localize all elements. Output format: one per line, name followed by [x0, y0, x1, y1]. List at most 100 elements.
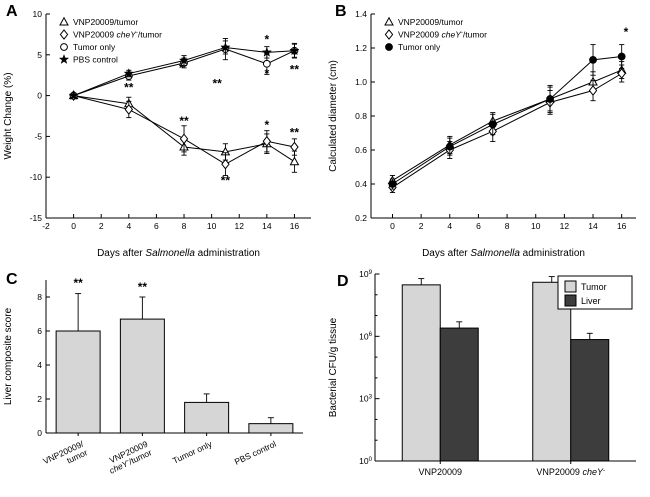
legend: Tumor Liver: [557, 275, 633, 310]
x-ticks: -2 0 2 4 6 8 10 12 14 16: [42, 214, 299, 231]
svg-text:**: **: [179, 114, 189, 128]
svg-text:Calculated diameter (cm): Calculated diameter (cm): [328, 60, 339, 172]
svg-text:**: **: [124, 81, 134, 95]
y-ticks: 0 2 4 6 8: [37, 292, 50, 438]
svg-text:10: 10: [531, 221, 541, 231]
svg-text:6: 6: [154, 221, 159, 231]
svg-text:0: 0: [37, 91, 42, 101]
svg-text:0.6: 0.6: [355, 145, 367, 155]
liver-score-bar-chart: 0 2 4 6 8 Liver composite score VNP20009/tumor…: [3, 276, 303, 476]
series-tumor-only: [388, 44, 626, 190]
legend: VNP20009/tumor VNP20009 cheY-/tumor Tumor …: [58, 16, 162, 65]
svg-text:14: 14: [262, 221, 272, 231]
svg-text:Tumor: Tumor: [581, 282, 607, 292]
y-ticks: -15 -10 -5 0 5 10: [30, 9, 50, 223]
panel-b: B 0 2 4 6 8 10 12 14 16 0.2 0.4 0.6 0.8 1.0 1.2 1.4 Days…: [325, 0, 650, 262]
svg-text:VNP20009: VNP20009: [418, 467, 462, 477]
svg-text:**: **: [138, 280, 148, 294]
svg-text:16: 16: [617, 221, 627, 231]
svg-text:VNP20009 cheY-/tumor: VNP20009 cheY-/tumor: [73, 29, 162, 39]
svg-text:4: 4: [37, 360, 42, 370]
svg-text:Liver: Liver: [581, 296, 601, 306]
panel-a: A -2 0 2 4 6 8 10 12 14 16 -15 -10 -5 0 5 10 Days after …: [0, 0, 325, 262]
svg-text:6: 6: [476, 221, 481, 231]
svg-text:VNP20009 cheY-: VNP20009 cheY-: [536, 467, 605, 477]
tumor-diameter-line-chart: 0 2 4 6 8 10 12 14 16 0.2 0.4 0.6 0.8 1.0 1.2 1.4 Days a…: [328, 9, 636, 259]
svg-text:0: 0: [390, 221, 395, 231]
svg-text:8: 8: [37, 292, 42, 302]
svg-text:Weight Change (%): Weight Change (%): [3, 72, 14, 159]
svg-text:14: 14: [588, 221, 598, 231]
svg-text:12: 12: [234, 221, 244, 231]
svg-text:-5: -5: [34, 131, 42, 141]
svg-text:6: 6: [37, 326, 42, 336]
svg-text:**: **: [290, 63, 300, 77]
svg-text:10: 10: [33, 9, 43, 19]
svg-text:-2: -2: [42, 221, 50, 231]
panel-d-letter: D: [337, 273, 349, 290]
svg-text:0.4: 0.4: [355, 179, 367, 189]
svg-text:2: 2: [99, 221, 104, 231]
svg-text:109: 109: [359, 269, 372, 279]
svg-text:-15: -15: [30, 213, 43, 223]
svg-text:**: **: [212, 76, 222, 90]
svg-text:2: 2: [419, 221, 424, 231]
significance-marks: ** **: [73, 276, 147, 294]
y-ticks: 100 103 106 109: [359, 269, 380, 466]
svg-text:Days after Salmonella administ: Days after Salmonella administration: [422, 248, 585, 259]
panel-d: D 100 103 106 109 Bacterial CFU/g tissue VNP2…: [325, 262, 650, 497]
svg-text:106: 106: [359, 331, 372, 341]
svg-text:Tumor only: Tumor only: [73, 42, 116, 52]
svg-text:10: 10: [207, 221, 217, 231]
svg-text:8: 8: [182, 221, 187, 231]
svg-text:8: 8: [505, 221, 510, 231]
category-labels: VNP20009 VNP20009 cheY-: [418, 461, 605, 477]
svg-text:0.8: 0.8: [355, 111, 367, 121]
svg-text:4: 4: [126, 221, 131, 231]
svg-text:4: 4: [447, 221, 452, 231]
svg-text:VNP20009/tumor: VNP20009/tumor: [398, 17, 463, 27]
svg-text:PBS control: PBS control: [73, 55, 118, 65]
svg-text:2: 2: [37, 394, 42, 404]
panel-c: C 0 2 4 6 8 Liver composite score VNP20009/tum…: [0, 262, 325, 497]
svg-text:Tumor only: Tumor only: [171, 438, 214, 465]
svg-text:-10: -10: [30, 172, 43, 182]
panel-c-letter: C: [6, 271, 18, 288]
svg-text:*: *: [179, 61, 184, 75]
legend: VNP20009/tumor VNP20009 cheY-/tumor Tumor …: [384, 16, 487, 52]
svg-text:Days after Salmonella administ: Days after Salmonella administration: [97, 248, 260, 259]
svg-text:16: 16: [290, 221, 300, 231]
svg-text:0: 0: [71, 221, 76, 231]
svg-text:VNP20009/tumor: VNP20009/tumor: [73, 17, 138, 27]
svg-text:**: **: [221, 174, 231, 188]
series-vnp20009-chey-tumor: [69, 90, 299, 177]
significance-marks: ****************: [124, 32, 299, 187]
panel-a-letter: A: [6, 3, 18, 20]
bacterial-cfu-bar-chart: 100 103 106 109 Bacterial CFU/g tissue VNP200…: [328, 269, 636, 477]
svg-text:1.2: 1.2: [355, 43, 367, 53]
svg-text:0: 0: [37, 428, 42, 438]
svg-text:103: 103: [359, 393, 372, 403]
svg-text:PBS control: PBS control: [233, 439, 278, 467]
svg-text:*: *: [264, 118, 269, 132]
svg-text:Tumor only: Tumor only: [398, 42, 441, 52]
svg-text:VNP20009 cheY-/tumor: VNP20009 cheY-/tumor: [398, 29, 487, 39]
category-labels: VNP20009/tumor VNP20009cheY-/tumor Tumor o…: [41, 433, 278, 476]
bars: [401, 276, 610, 462]
svg-text:*: *: [264, 32, 269, 46]
svg-text:**: **: [73, 276, 83, 290]
svg-text:*: *: [264, 67, 269, 81]
series-pbs-control: [68, 40, 300, 101]
weight-change-line-chart: -2 0 2 4 6 8 10 12 14 16 -15 -10 -5 0 5 10 Days after Sa…: [3, 9, 311, 259]
panel-b-letter: B: [335, 3, 347, 20]
svg-text:0.2: 0.2: [355, 213, 367, 223]
svg-text:VNP20009cheY-/tumor: VNP20009cheY-/tumor: [104, 439, 154, 476]
svg-text:Liver composite score: Liver composite score: [3, 307, 14, 405]
svg-text:1.4: 1.4: [355, 9, 367, 19]
y-ticks: 0.2 0.4 0.6 0.8 1.0 1.2 1.4: [355, 9, 375, 223]
svg-text:5: 5: [37, 50, 42, 60]
svg-text:100: 100: [359, 456, 372, 466]
significance-marks: *: [624, 25, 629, 39]
svg-text:Bacterial CFU/g tissue: Bacterial CFU/g tissue: [328, 317, 339, 417]
